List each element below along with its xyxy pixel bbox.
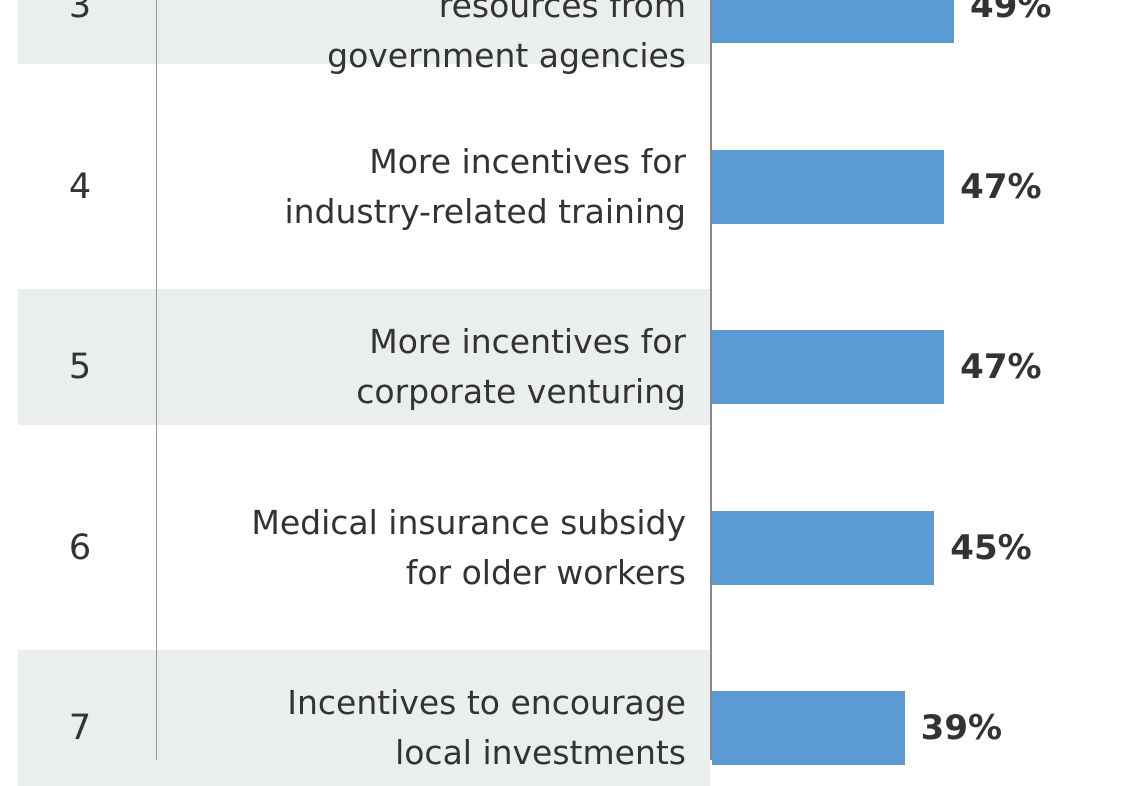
category-label: Incentives to encourage local investment… — [287, 683, 686, 772]
value-label: 45% — [950, 527, 1032, 568]
category-label: More incentives for industry-related tra… — [284, 141, 686, 231]
category-label: resources from government agencies — [327, 0, 686, 75]
chart: 3 resources from government agencies 49% 4 M… — [18, 0, 1052, 786]
rank: 7 — [68, 708, 92, 748]
value-label: 39% — [920, 708, 1003, 748]
rank: 5 — [68, 347, 92, 387]
bar — [712, 691, 905, 765]
bar — [712, 0, 955, 43]
row-band — [18, 289, 710, 425]
category-label: More incentives for corporate venturing — [356, 322, 686, 411]
value-label: 47% — [960, 347, 1042, 387]
column-divider — [156, 0, 157, 760]
category-label: Medical insurance subsidy for older work… — [251, 502, 686, 592]
rank: 3 — [68, 0, 92, 26]
row-band — [18, 0, 710, 64]
rank: 6 — [68, 527, 92, 568]
axis-line — [710, 0, 712, 760]
bar — [712, 149, 945, 224]
value-label: 47% — [960, 166, 1042, 207]
bar — [712, 510, 935, 585]
rank: 4 — [68, 166, 92, 207]
bar — [712, 330, 945, 404]
page: 3 resources from government agencies 49% 4 M… — [18, 0, 1052, 786]
value-label: 49% — [970, 0, 1052, 26]
